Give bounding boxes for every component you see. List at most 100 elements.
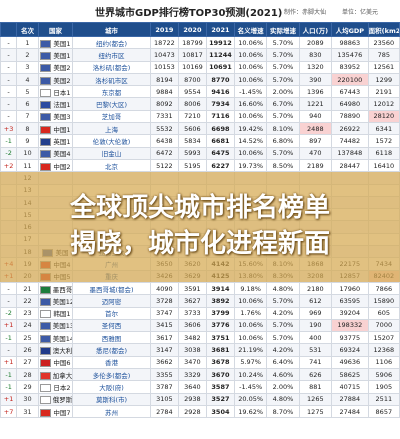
rank-cell: 10 <box>16 146 39 160</box>
country-cell: 美国4 <box>37 146 74 160</box>
rank-change-cell: - <box>0 281 18 296</box>
table-row: -1 9 英国1 伦敦(大伦敦) 6438 5834 6681 14.52% 6.80% 897 7… <box>0 134 400 148</box>
rank-change-cell: +3 <box>0 122 18 136</box>
rank-change-cell: -1 <box>0 368 18 382</box>
y2021-cell: 6681 <box>205 134 235 148</box>
y2020-cell: 2928 <box>177 404 207 419</box>
table-row: -1 美国1 纽约(都会) 18722 18799 19912 10.06% 5.70% 208… <box>0 35 400 50</box>
rank-cell: 22 <box>16 294 39 308</box>
header-change <box>0 22 18 37</box>
y2019-cell: 6438 <box>149 134 179 148</box>
y2021-cell: 3799 <box>205 306 235 320</box>
pop-cell: 470 <box>298 146 333 160</box>
area-cell: 23560 <box>367 35 400 50</box>
pcgdp-cell: 137848 <box>331 146 369 160</box>
real-cell: 5.70% <box>266 72 300 87</box>
rank-cell: 3 <box>16 60 39 74</box>
real-cell: 6.40% <box>266 355 300 370</box>
y2020-cell: 9554 <box>177 85 207 99</box>
nom-cell: 10.06% <box>233 146 268 160</box>
country-label: 美国1 <box>53 39 71 48</box>
pop-cell: 2488 <box>298 122 333 136</box>
real-cell: 5.70% <box>266 60 300 74</box>
country-cell: 美国1 <box>37 48 74 62</box>
country-label: 日本2 <box>53 383 71 392</box>
header-city: 城市 <box>72 22 151 37</box>
rank-change-cell: -2 <box>0 146 18 160</box>
pop-cell: 531 <box>298 343 333 357</box>
country-flag-icon <box>39 285 51 294</box>
real-cell: 2.00% <box>266 380 300 394</box>
table-row: -128 加拿大1多伦多(都会)33553329367010.24%4.60%62… <box>0 368 400 382</box>
y2020-cell: 18799 <box>177 35 207 50</box>
pcgdp-cell: 83952 <box>331 60 369 74</box>
table-row: -5 日本1 东京都 9884 9554 9416 -1.45% 2.00% 1396 67443… <box>0 85 400 99</box>
country-label: 墨西哥1 <box>52 285 73 294</box>
nom-cell: 10.06% <box>233 35 268 50</box>
y2020-cell: 2938 <box>177 392 207 406</box>
header-per-capita-gdp: 人均GDP <box>331 22 369 37</box>
rank-change-cell: +1 <box>0 355 18 370</box>
country-label: 美国13 <box>52 322 73 331</box>
headline-line-2: 揭晓，城市化进程新面 <box>69 229 330 259</box>
table-row: +3 8 中国1 上海 5532 5606 6698 19.42% 8.10% 2488 26922… <box>0 122 400 136</box>
rank-cell: 9 <box>16 134 39 148</box>
city-cell: 首尔 <box>72 306 151 320</box>
country-label: 俄罗斯1 <box>52 396 73 405</box>
rank-cell: 23 <box>16 306 39 320</box>
pcgdp-cell: 63595 <box>331 294 369 308</box>
pop-cell: 2089 <box>298 35 333 50</box>
country-flag-icon <box>39 297 51 306</box>
table-row: +2 11 中国2 北京 5122 5195 6227 19.73% 8.50% 2189 2844… <box>0 158 400 173</box>
page-title: 世界城市GDP排行榜TOP30预测(2021) <box>95 8 283 19</box>
real-cell: 2.00% <box>266 85 300 99</box>
real-cell: 8.70% <box>266 404 300 419</box>
pop-cell: 400 <box>298 331 333 345</box>
country-label: 澳大利亚1 <box>52 347 73 356</box>
rank-cell: 30 <box>16 392 39 406</box>
pcgdp-cell: 40715 <box>331 380 369 394</box>
header-population: 人口(万) <box>298 22 333 37</box>
author-label: 制作：赤脚大仙 <box>284 9 327 16</box>
nom-cell: 10.24% <box>233 368 268 382</box>
city-cell: 北京 <box>72 158 151 173</box>
nom-cell: 9.18% <box>233 281 268 296</box>
y2019-cell: 4090 <box>149 281 179 296</box>
city-cell: 迈阿密 <box>72 294 151 308</box>
y2021-cell: 3678 <box>205 355 235 370</box>
country-cell: 墨西哥1 <box>37 281 74 296</box>
y2020-cell: 3606 <box>177 318 207 333</box>
area-cell: 2511 <box>367 392 400 406</box>
pcgdp-cell: 220100 <box>331 72 369 87</box>
area-cell: 12012 <box>367 97 400 111</box>
country-flag-icon <box>40 310 52 319</box>
header-2021: 2021 <box>205 22 235 37</box>
country-flag-icon <box>40 113 52 122</box>
nom-cell: 19.73% <box>233 158 268 173</box>
country-label: 日本1 <box>53 88 71 97</box>
rank-change-cell: - <box>0 294 18 308</box>
y2020-cell: 7210 <box>177 109 207 124</box>
country-label: 英国1 <box>53 138 71 147</box>
header-2019: 2019 <box>149 22 179 37</box>
city-cell: 纽约市区 <box>72 48 151 62</box>
headline-banner: 全球顶尖城市排名榜单 揭晓，城市化进程新面 <box>0 172 400 282</box>
area-cell: 7000 <box>367 318 400 333</box>
pcgdp-cell: 28447 <box>331 158 369 173</box>
country-cell: 美国2 <box>37 72 74 87</box>
city-cell: 洛杉矶(都会) <box>72 60 151 74</box>
header-country: 国家 <box>37 22 74 37</box>
city-cell: 莫斯科(市) <box>72 392 151 406</box>
country-flag-icon <box>39 334 51 343</box>
y2020-cell: 8006 <box>177 97 207 111</box>
city-cell: 旧金山 <box>72 146 151 160</box>
rank-cell: 21 <box>16 281 39 296</box>
country-label: 中国1 <box>53 125 71 134</box>
area-cell: 1905 <box>367 380 400 394</box>
rank-change-cell: - <box>0 109 18 124</box>
nom-cell: 16.60% <box>233 97 268 111</box>
nom-cell: -1.45% <box>233 85 268 99</box>
gdp-ranking-table: 名次 国家 城市 2019 2020 2021 名义增速 实际增速 人口(万) … <box>0 22 400 419</box>
pcgdp-cell: 26922 <box>331 122 369 136</box>
area-cell: 15890 <box>367 294 400 308</box>
